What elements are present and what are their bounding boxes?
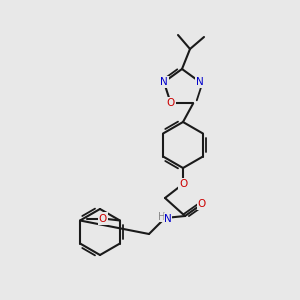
Text: H: H xyxy=(158,212,166,222)
Text: O: O xyxy=(167,98,175,108)
Text: O: O xyxy=(179,179,187,189)
Text: N: N xyxy=(164,214,172,224)
Text: O: O xyxy=(99,214,107,224)
Text: O: O xyxy=(198,199,206,209)
Text: N: N xyxy=(160,77,168,87)
Text: N: N xyxy=(196,77,204,87)
